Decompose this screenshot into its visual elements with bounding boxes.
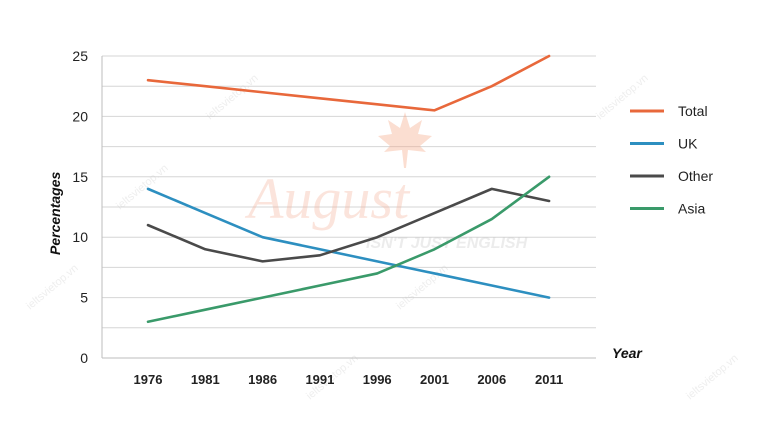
x-tick-labels: 1976 1981 1986 1991 1996 2001 2006 2011 xyxy=(134,372,564,387)
y-tick-label: 15 xyxy=(72,169,88,185)
series-line-total xyxy=(146,54,551,112)
x-axis-title: Year xyxy=(612,345,643,361)
series-line-other xyxy=(146,187,551,263)
x-tick-label: 2011 xyxy=(535,372,563,387)
watermark-site-7: ieltsvietop.vn xyxy=(24,262,80,312)
y-tick-label: 0 xyxy=(80,350,88,366)
grid-lines xyxy=(102,55,596,329)
legend-label-other: Other xyxy=(678,168,713,184)
x-tick-label: 2006 xyxy=(477,372,506,387)
series-lines xyxy=(146,54,551,324)
watermark-site-6: ieltsvietop.vn xyxy=(684,352,740,402)
series-line-uk xyxy=(146,187,551,299)
x-tick-label: 2001 xyxy=(420,372,449,387)
legend: Total UK Other Asia xyxy=(630,103,713,217)
y-axis-title: Percentages xyxy=(47,172,63,255)
axes xyxy=(101,56,596,359)
y-tick-label: 25 xyxy=(72,48,88,64)
x-tick-label: 1991 xyxy=(305,372,334,387)
y-tick-label: 5 xyxy=(80,290,88,306)
series-line-asia xyxy=(146,175,551,324)
watermark-brand: August xyxy=(244,166,411,231)
legend-label-uk: UK xyxy=(678,136,698,152)
legend-label-total: Total xyxy=(678,103,708,119)
watermark-site-2: ieltsvietop.vn xyxy=(114,162,170,212)
maple-leaf-logo xyxy=(378,112,432,168)
y-tick-label: 20 xyxy=(72,108,88,124)
y-tick-labels: 0 5 10 15 20 25 xyxy=(72,48,88,366)
x-tick-label: 1996 xyxy=(363,372,392,387)
x-tick-label: 1976 xyxy=(134,372,163,387)
watermark-site-4: ieltsvietop.vn xyxy=(594,72,650,122)
y-tick-label: 10 xyxy=(72,229,88,245)
legend-label-asia: Asia xyxy=(678,201,705,217)
watermark-site-1: ieltsvietop.vn xyxy=(204,72,260,122)
x-tick-label: 1981 xyxy=(191,372,220,387)
x-tick-label: 1986 xyxy=(248,372,277,387)
